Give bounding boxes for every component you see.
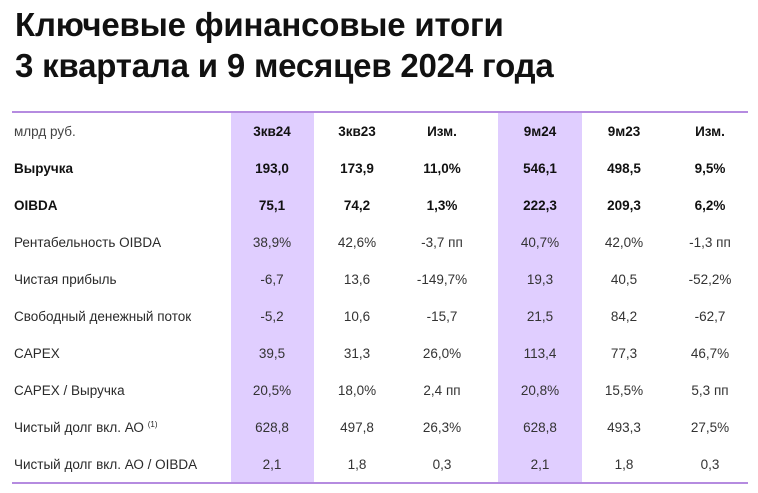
- table-cell: 173,9: [340, 160, 374, 176]
- table-cell: -3,7 пп: [421, 234, 463, 250]
- table-row-net-profit: Чистая прибыль -6,7 13,6 -149,7% 19,3 40…: [12, 261, 748, 297]
- row-label: Свободный денежный поток: [14, 308, 192, 324]
- unit-label: млрд руб.: [14, 123, 76, 139]
- table-cell: 498,5: [607, 160, 641, 176]
- table-cell: 40,5: [610, 271, 638, 287]
- row-label-text: Чистый долг вкл. АО: [14, 419, 144, 435]
- column-header: Изм.: [427, 123, 457, 139]
- page-title: Ключевые финансовые итоги 3 квартала и 9…: [15, 4, 554, 86]
- table-row-net-debt: Чистый долг вкл. АО (1) 628,8 497,8 26,3…: [12, 409, 748, 445]
- table-top-rule: [12, 111, 748, 113]
- table-row-oibda-margin: Рентабельность OIBDA 38,9% 42,6% -3,7 пп…: [12, 224, 748, 260]
- table-cell: 20,8%: [520, 382, 560, 398]
- row-label: CAPEX: [14, 345, 60, 361]
- table-cell: 13,6: [343, 271, 371, 287]
- table-cell: 26,3%: [422, 419, 462, 435]
- table-cell: 0,3: [432, 456, 452, 472]
- table-row-free-cash-flow: Свободный денежный поток -5,2 10,6 -15,7…: [12, 298, 748, 334]
- table-cell: 9,5%: [694, 160, 726, 176]
- row-label: Чистый долг вкл. АО (1): [14, 420, 157, 435]
- table-cell: 20,5%: [252, 382, 292, 398]
- financial-results-table: млрд руб. 3кв24 3кв23 Изм. 9м24 9м23 Изм…: [12, 111, 748, 484]
- row-label: Выручка: [14, 160, 73, 176]
- table-cell: 222,3: [523, 197, 557, 213]
- highlight-column-3q24: [231, 113, 314, 483]
- column-header: 3кв23: [338, 123, 376, 139]
- table-cell: 42,6%: [337, 234, 377, 250]
- row-label: OIBDA: [14, 197, 58, 213]
- table-row-revenue: Выручка 193,0 173,9 11,0% 546,1 498,5 9,…: [12, 150, 748, 186]
- table-cell: 84,2: [610, 308, 638, 324]
- row-label: CAPEX / Выручка: [14, 382, 125, 398]
- table-cell: 27,5%: [690, 419, 730, 435]
- table-cell: 31,3: [343, 345, 371, 361]
- footnote-marker: (1): [147, 419, 158, 429]
- table-cell: 74,2: [343, 197, 371, 213]
- table-cell: 40,7%: [520, 234, 560, 250]
- table-bottom-rule: [12, 482, 748, 484]
- table-row-capex: CAPEX 39,5 31,3 26,0% 113,4 77,3 46,7%: [12, 335, 748, 371]
- table-cell: -1,3 пп: [689, 234, 731, 250]
- table-cell: 77,3: [610, 345, 638, 361]
- table-cell: 193,0: [255, 160, 289, 176]
- table-cell: 21,5: [526, 308, 554, 324]
- row-label: Чистая прибыль: [14, 271, 117, 287]
- column-header: 9м23: [607, 123, 641, 139]
- table-cell: -15,7: [426, 308, 458, 324]
- title-line-1: Ключевые финансовые итоги: [15, 6, 504, 43]
- table-cell: 546,1: [523, 160, 557, 176]
- table-cell: 0,3: [700, 456, 720, 472]
- table-header-row: млрд руб. 3кв24 3кв23 Изм. 9м24 9м23 Изм…: [12, 113, 748, 149]
- table-cell: 5,3 пп: [691, 382, 729, 398]
- table-cell: 113,4: [523, 345, 557, 361]
- table-cell: 46,7%: [690, 345, 730, 361]
- table-cell: 10,6: [343, 308, 371, 324]
- table-cell: -52,2%: [688, 271, 732, 287]
- column-header: 3кв24: [253, 123, 291, 139]
- table-cell: 628,8: [255, 419, 289, 435]
- highlight-column-9m24: [498, 113, 582, 483]
- table-row-capex-to-revenue: CAPEX / Выручка 20,5% 18,0% 2,4 пп 20,8%…: [12, 372, 748, 408]
- column-header: Изм.: [695, 123, 725, 139]
- row-label: Чистый долг вкл. АО / OIBDA: [14, 456, 198, 472]
- table-cell: -62,7: [694, 308, 726, 324]
- row-label: Рентабельность OIBDA: [14, 234, 162, 250]
- table-cell: 628,8: [523, 419, 557, 435]
- table-cell: -6,7: [260, 271, 284, 287]
- table-cell: 15,5%: [604, 382, 644, 398]
- column-header: 9м24: [523, 123, 557, 139]
- table-cell: 2,1: [262, 456, 282, 472]
- table-cell: 1,3%: [426, 197, 458, 213]
- table-cell: 39,5: [258, 345, 286, 361]
- table-row-oibda: OIBDA 75,1 74,2 1,3% 222,3 209,3 6,2%: [12, 187, 748, 223]
- table-cell: 19,3: [526, 271, 554, 287]
- table-cell: 26,0%: [422, 345, 462, 361]
- table-cell: 497,8: [340, 419, 374, 435]
- table-row-net-debt-to-oibda: Чистый долг вкл. АО / OIBDA 2,1 1,8 0,3 …: [12, 446, 748, 482]
- table-cell: 1,8: [614, 456, 634, 472]
- table-cell: 38,9%: [252, 234, 292, 250]
- table-cell: 42,0%: [604, 234, 644, 250]
- table-cell: 493,3: [607, 419, 641, 435]
- title-line-2: 3 квартала и 9 месяцев 2024 года: [15, 47, 554, 84]
- table-cell: 75,1: [258, 197, 286, 213]
- table-cell: 11,0%: [423, 160, 461, 176]
- table-cell: -5,2: [260, 308, 284, 324]
- table-cell: 1,8: [347, 456, 367, 472]
- table-cell: 6,2%: [694, 197, 726, 213]
- table-cell: 2,4 пп: [423, 382, 461, 398]
- table-cell: 209,3: [607, 197, 641, 213]
- table-cell: 18,0%: [337, 382, 377, 398]
- table-cell: 2,1: [530, 456, 550, 472]
- table-cell: -149,7%: [416, 271, 468, 287]
